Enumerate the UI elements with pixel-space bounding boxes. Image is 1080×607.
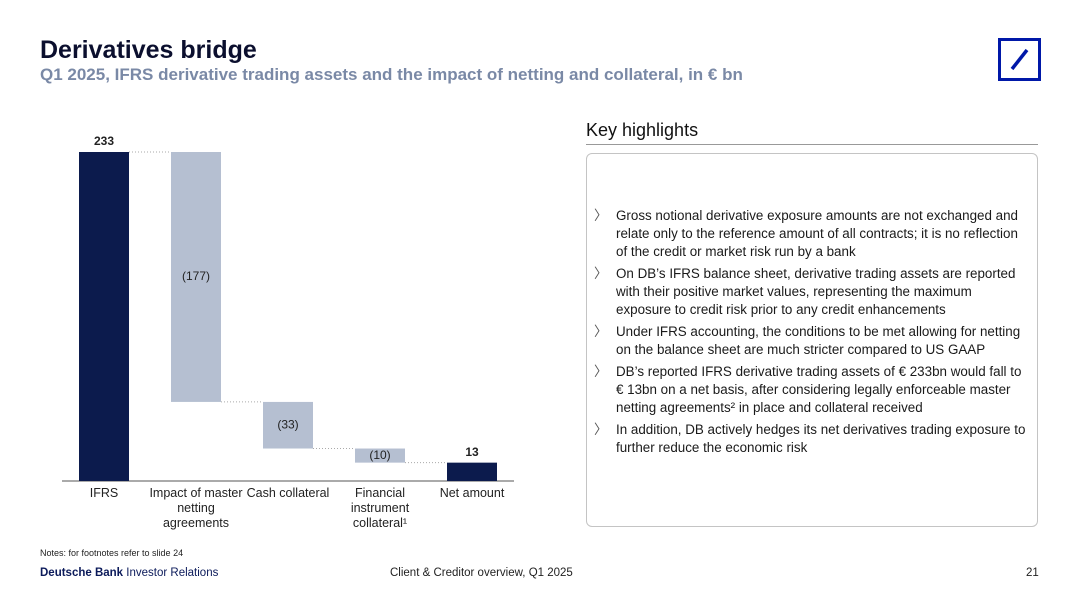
- highlight-text: On DB’s IFRS balance sheet, derivative t…: [616, 266, 1016, 317]
- brand: Deutsche Bank Investor Relations: [40, 567, 218, 579]
- category-label: IFRS: [89, 486, 119, 500]
- bullet-icon: 〉: [594, 324, 608, 339]
- value-label: (177): [182, 269, 210, 283]
- category-label: Net amount: [439, 486, 505, 500]
- highlight-text: DB’s reported IFRS derivative trading as…: [616, 364, 1022, 415]
- divider: [586, 144, 1038, 145]
- bullet-icon: 〉: [594, 208, 608, 223]
- highlight-item: 〉 Gross notional derivative exposure amou…: [594, 207, 1030, 261]
- chart: 233 (177) (33) (10) 13: [62, 134, 514, 482]
- highlight-text: Under IFRS accounting, the conditions to…: [616, 324, 1021, 357]
- highlight-text: Gross notional derivative exposure amoun…: [616, 208, 1018, 259]
- bar: [79, 152, 129, 481]
- highlights-list: 〉 Gross notional derivative exposure amou…: [594, 207, 1030, 461]
- value-label: 13: [465, 445, 479, 459]
- highlight-text: In addition, DB actively hedges its net …: [616, 422, 1026, 455]
- highlight-item: 〉 DB’s reported IFRS derivative trading a…: [594, 363, 1030, 417]
- bar: [171, 152, 221, 402]
- brand-unit: Investor Relations: [126, 567, 219, 579]
- value-label: (10): [369, 448, 390, 462]
- bullet-icon: 〉: [594, 266, 608, 281]
- bar: [447, 462, 497, 481]
- bar: [355, 448, 405, 463]
- highlight-item: 〉 Under IFRS accounting, the conditions t…: [594, 323, 1030, 359]
- subtitle: Q1 2025, IFRS derivative trading assets …: [40, 65, 743, 84]
- category-label: Cash collateral: [246, 486, 330, 500]
- title: Derivatives bridge: [40, 36, 257, 64]
- bar: [263, 401, 313, 449]
- highlight-item: 〉 In addition, DB actively hedges its net…: [594, 421, 1030, 457]
- notes: Notes: for footnotes refer to slide 24: [40, 548, 184, 558]
- category-label: Impact of master netting agreements: [149, 486, 243, 530]
- page-number: 21: [1026, 567, 1039, 579]
- bullet-icon: 〉: [594, 364, 608, 379]
- logo: [998, 38, 1041, 81]
- footer-center: Client & Creditor overview, Q1 2025: [390, 567, 573, 579]
- highlights-box: [586, 153, 1038, 527]
- bullet-icon: 〉: [594, 422, 608, 437]
- brand-name: Deutsche Bank: [40, 567, 124, 579]
- highlight-item: 〉 On DB’s IFRS balance sheet, derivative …: [594, 265, 1030, 319]
- value-label: 233: [94, 134, 114, 148]
- value-label: (33): [277, 417, 298, 431]
- category-label: Financial instrument collateral¹: [350, 486, 410, 530]
- highlights-title: Key highlights: [586, 120, 699, 140]
